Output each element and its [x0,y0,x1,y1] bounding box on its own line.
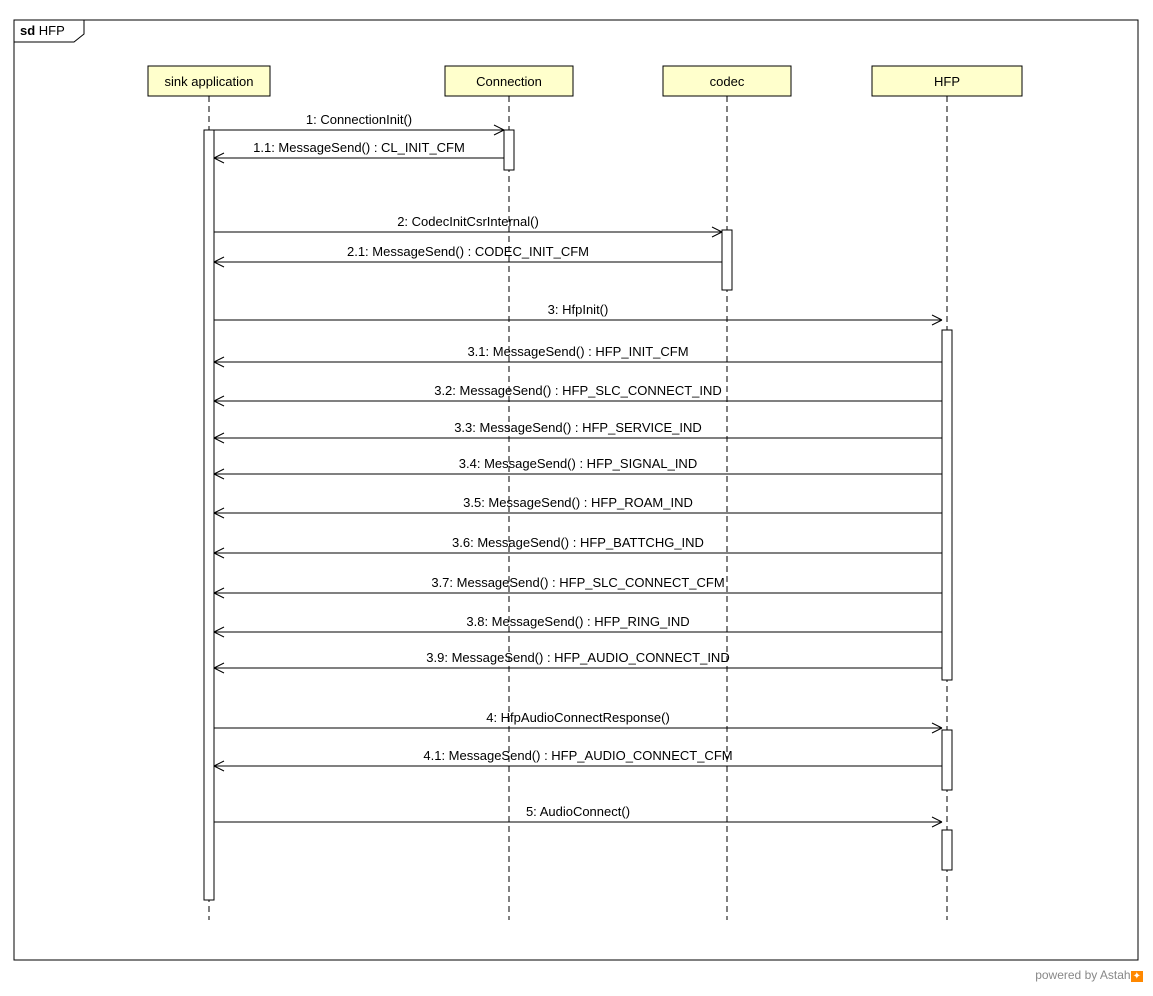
activation-sink-0 [204,130,214,900]
message-label-4: 3: HfpInit() [548,302,609,317]
lifeline-label-sink: sink application [165,74,254,89]
frame-title: sd HFP [20,23,65,38]
message-label-9: 3.5: MessageSend() : HFP_ROAM_IND [463,495,693,510]
message-label-12: 3.8: MessageSend() : HFP_RING_IND [466,614,689,629]
message-label-14: 4: HfpAudioConnectResponse() [486,710,670,725]
message-label-3: 2.1: MessageSend() : CODEC_INIT_CFM [347,244,589,259]
message-label-16: 5: AudioConnect() [526,804,630,819]
lifeline-label-hfp: HFP [934,74,960,89]
message-label-8: 3.4: MessageSend() : HFP_SIGNAL_IND [459,456,697,471]
footer-text: powered by Astah [1035,968,1130,982]
message-label-6: 3.2: MessageSend() : HFP_SLC_CONNECT_IND [434,383,722,398]
lifeline-label-codec: codec [710,74,745,89]
message-label-5: 3.1: MessageSend() : HFP_INIT_CFM [467,344,688,359]
activation-hfp-4 [942,730,952,790]
message-label-11: 3.7: MessageSend() : HFP_SLC_CONNECT_CFM [431,575,724,590]
message-label-2: 2: CodecInitCsrInternal() [397,214,539,229]
activation-hfp-5 [942,830,952,870]
activation-hfp-3 [942,330,952,680]
message-label-15: 4.1: MessageSend() : HFP_AUDIO_CONNECT_C… [423,748,732,763]
lifeline-label-connection: Connection [476,74,542,89]
activation-codec-2 [722,230,732,290]
message-label-0: 1: ConnectionInit() [306,112,412,127]
message-label-13: 3.9: MessageSend() : HFP_AUDIO_CONNECT_I… [426,650,729,665]
frame-border [14,20,1138,960]
message-label-10: 3.6: MessageSend() : HFP_BATTCHG_IND [452,535,704,550]
activation-connection-1 [504,130,514,170]
footer-credit: powered by Astah✦ [1035,968,1143,982]
astah-badge-icon: ✦ [1131,971,1143,982]
message-label-1: 1.1: MessageSend() : CL_INIT_CFM [253,140,465,155]
sequence-diagram: sd HFP sink application Connection codec HFP… [0,0,1153,996]
message-label-7: 3.3: MessageSend() : HFP_SERVICE_IND [454,420,702,435]
